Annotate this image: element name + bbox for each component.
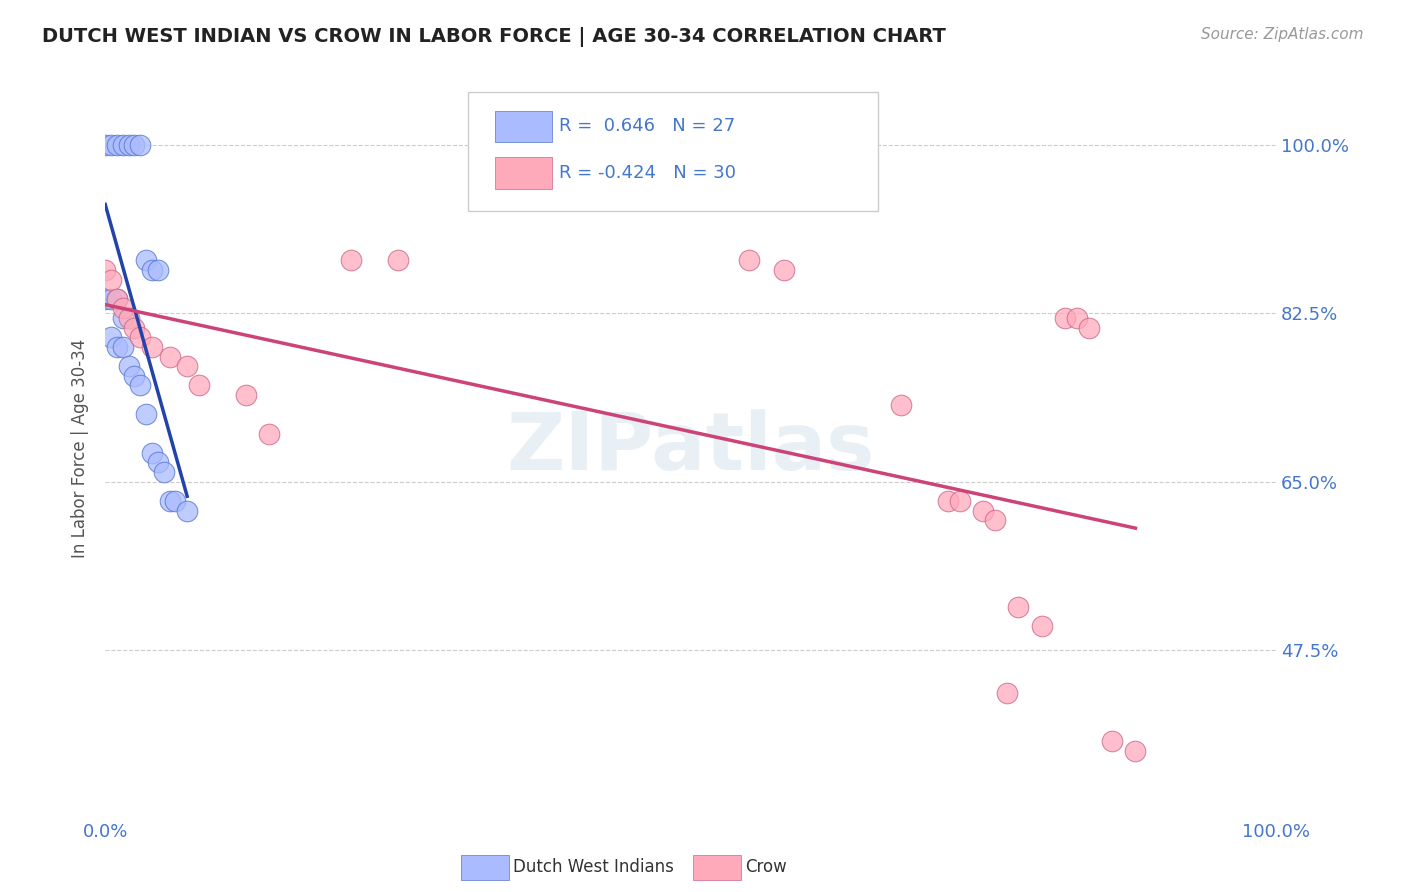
Point: [1077, 320, 1099, 334]
Point: [141, 340, 163, 354]
Point: [152, 465, 174, 479]
Point: [340, 253, 363, 268]
Point: [129, 137, 152, 152]
Point: [100, 137, 122, 152]
Point: [1066, 311, 1088, 326]
Text: R = -0.424   N = 30: R = -0.424 N = 30: [560, 164, 737, 182]
Point: [1031, 619, 1053, 633]
Text: Dutch West Indians: Dutch West Indians: [513, 858, 673, 876]
Point: [111, 301, 134, 316]
Point: [1054, 311, 1077, 326]
Point: [146, 263, 169, 277]
Point: [949, 494, 972, 508]
Point: [100, 292, 122, 306]
Text: DUTCH WEST INDIAN VS CROW IN LABOR FORCE | AGE 30-34 CORRELATION CHART: DUTCH WEST INDIAN VS CROW IN LABOR FORCE…: [42, 27, 946, 46]
Point: [176, 503, 198, 517]
Point: [1007, 599, 1029, 614]
Point: [936, 494, 959, 508]
Point: [995, 686, 1018, 700]
Point: [94, 292, 117, 306]
Point: [165, 494, 187, 508]
Point: [159, 494, 181, 508]
Point: [100, 330, 122, 344]
Point: [146, 455, 169, 469]
Text: Source: ZipAtlas.com: Source: ZipAtlas.com: [1201, 27, 1364, 42]
Point: [773, 263, 796, 277]
Point: [738, 253, 761, 268]
Text: ZIPatlas: ZIPatlas: [506, 409, 875, 487]
Point: [111, 340, 134, 354]
Point: [117, 137, 139, 152]
Point: [235, 388, 257, 402]
Point: [111, 311, 134, 326]
FancyBboxPatch shape: [495, 158, 553, 188]
Point: [159, 350, 181, 364]
Point: [105, 292, 128, 306]
Point: [187, 378, 209, 392]
Point: [141, 446, 163, 460]
Point: [124, 137, 146, 152]
Point: [129, 330, 152, 344]
Point: [257, 426, 280, 441]
Point: [124, 368, 146, 383]
Point: [1101, 734, 1123, 748]
Y-axis label: In Labor Force | Age 30-34: In Labor Force | Age 30-34: [72, 338, 89, 558]
Point: [1125, 744, 1147, 758]
Point: [890, 398, 912, 412]
Text: R =  0.646   N = 27: R = 0.646 N = 27: [560, 118, 735, 136]
Point: [176, 359, 198, 373]
Point: [100, 272, 122, 286]
Point: [111, 137, 134, 152]
Point: [387, 253, 409, 268]
FancyBboxPatch shape: [468, 92, 877, 211]
Point: [117, 311, 139, 326]
Point: [135, 407, 157, 421]
Point: [94, 137, 117, 152]
Point: [94, 263, 117, 277]
Point: [117, 359, 139, 373]
Point: [105, 292, 128, 306]
Point: [105, 340, 128, 354]
FancyBboxPatch shape: [495, 111, 553, 142]
Point: [129, 378, 152, 392]
Point: [972, 503, 994, 517]
Point: [105, 137, 128, 152]
Point: [124, 320, 146, 334]
Text: Crow: Crow: [745, 858, 787, 876]
Point: [141, 263, 163, 277]
Point: [984, 513, 1007, 527]
Point: [135, 253, 157, 268]
